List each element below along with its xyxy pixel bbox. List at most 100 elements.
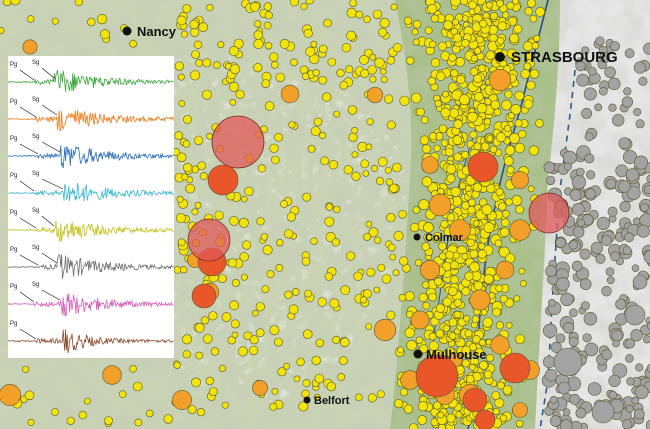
seismic-event-medium	[495, 260, 515, 280]
seismic-event	[354, 393, 363, 402]
seismic-event	[503, 124, 511, 132]
seismic-event-large	[474, 409, 496, 429]
foreign-seismic-event	[584, 153, 595, 164]
seismic-event	[468, 0, 477, 10]
seismic-event	[514, 90, 525, 101]
seismic-event	[444, 147, 454, 157]
seismic-event	[443, 20, 453, 31]
s-arrival-arrow	[41, 67, 55, 79]
seismic-event	[533, 34, 541, 43]
seismic-event	[483, 118, 492, 126]
seismic-event	[485, 353, 494, 362]
seismic-event	[176, 15, 187, 26]
seismic-event	[377, 156, 388, 167]
foreign-seismic-event	[611, 329, 624, 342]
seismogram-trace: Pg Sg	[8, 171, 174, 205]
seismic-event-medium	[410, 310, 430, 330]
foreign-seismic-event	[623, 87, 632, 96]
seismic-event	[461, 252, 469, 260]
seismic-event-medium	[511, 171, 529, 189]
seismic-event	[266, 270, 275, 279]
seismic-event	[255, 328, 265, 338]
seismic-event	[372, 9, 383, 20]
seismic-event	[456, 75, 466, 85]
seismic-event	[381, 274, 392, 284]
seismic-event	[523, 62, 532, 71]
seismic-event	[163, 414, 173, 424]
p-phase-label: Pg	[10, 321, 18, 327]
foreign-seismic-event	[555, 333, 566, 344]
foreign-seismic-event	[645, 419, 650, 429]
seismic-event	[118, 390, 127, 399]
seismic-event	[195, 59, 203, 67]
seismic-event	[386, 56, 396, 65]
seismic-event	[428, 132, 438, 141]
foreign-seismic-event	[640, 203, 649, 212]
foreign-seismic-event	[633, 61, 647, 74]
seismic-event	[253, 62, 263, 73]
seismic-event	[460, 150, 469, 159]
seismic-event	[485, 1, 493, 9]
city-marker-belfort	[303, 396, 311, 404]
seismic-event	[512, 0, 519, 5]
seismic-event	[351, 151, 359, 158]
p-phase-label: Pg	[10, 210, 18, 216]
foreign-seismic-event	[549, 395, 558, 404]
seismogram-trace: Pg Sg	[8, 97, 174, 131]
seismic-event-largest	[211, 115, 265, 169]
seismic-event	[463, 315, 470, 322]
seismic-event	[84, 397, 91, 405]
seismic-event	[452, 18, 460, 26]
seismic-event	[201, 89, 212, 100]
seismic-event	[460, 0, 468, 6]
foreign-seismic-event	[568, 336, 579, 347]
foreign-seismic-event	[633, 108, 642, 117]
waveform	[8, 178, 174, 202]
foreign-seismic-event	[544, 368, 558, 382]
foreign-seismic-event	[585, 170, 596, 180]
foreign-seismic-event	[630, 329, 643, 342]
seismic-event	[10, 0, 21, 6]
seismic-event	[191, 50, 200, 59]
seismic-event	[528, 145, 540, 156]
seismic-event	[319, 131, 327, 140]
seismic-event	[495, 284, 503, 293]
seismic-event	[404, 291, 415, 302]
seismic-event-medium	[0, 384, 21, 406]
seismic-event	[231, 278, 240, 287]
seismic-event	[527, 0, 536, 8]
seismic-event-medium	[373, 318, 397, 342]
city-label-mulhouse: Mulhouse	[426, 347, 487, 362]
s-phase-label: Sg	[32, 208, 40, 214]
foreign-seismic-event	[575, 407, 587, 419]
s-arrival-arrow	[41, 289, 61, 301]
seismic-event-medium	[449, 219, 471, 241]
foreign-seismic-event	[606, 276, 615, 285]
seismic-event	[206, 132, 213, 140]
waveform	[8, 215, 174, 242]
foreign-seismic-event	[548, 298, 556, 307]
foreign-seismic-event	[622, 419, 633, 429]
seismic-event	[458, 94, 470, 106]
foreign-seismic-event	[612, 339, 620, 348]
seismic-event	[284, 290, 293, 299]
seismic-event	[465, 374, 475, 384]
seismic-event	[502, 11, 510, 19]
seismic-event	[269, 52, 279, 62]
foreign-seismic-event	[584, 342, 599, 357]
city-marker-mulhouse	[413, 349, 423, 359]
seismic-event	[310, 40, 318, 48]
seismic-event	[377, 263, 386, 272]
seismic-event	[213, 61, 221, 69]
seismic-event	[490, 100, 500, 110]
seismic-event	[515, 205, 524, 214]
foreign-seismic-event	[625, 404, 634, 413]
foreign-seismic-event	[571, 260, 583, 272]
seismic-event	[291, 288, 300, 296]
seismic-event	[419, 344, 429, 354]
seismic-event-medium	[172, 390, 192, 410]
seismic-event	[417, 415, 428, 425]
foreign-seismic-event	[608, 103, 617, 112]
seismic-event	[424, 26, 433, 35]
seismic-event	[418, 199, 430, 211]
